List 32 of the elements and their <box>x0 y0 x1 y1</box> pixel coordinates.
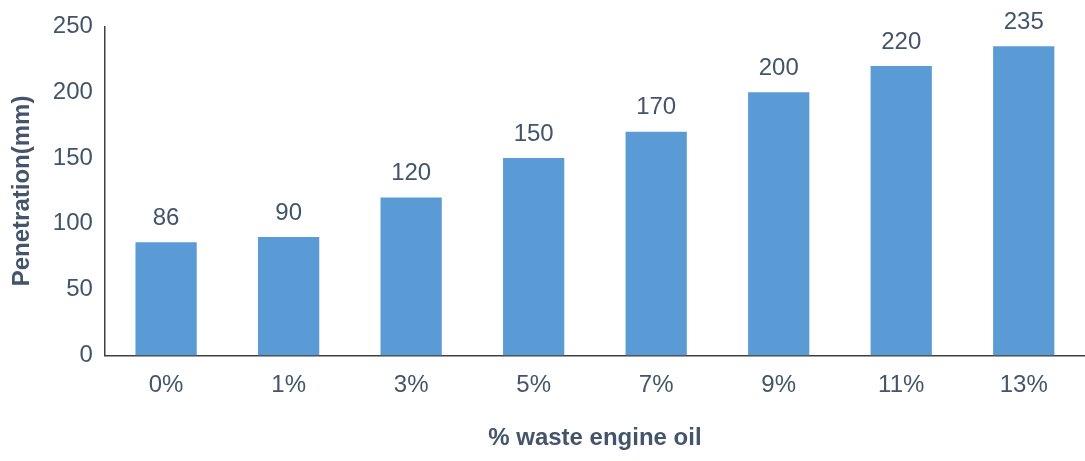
bar <box>380 197 442 356</box>
y-tick-label: 0 <box>79 340 93 368</box>
x-tick-label: 7% <box>638 370 674 398</box>
data-label: 235 <box>1003 6 1044 34</box>
data-label: 200 <box>758 52 799 80</box>
bar <box>625 131 687 356</box>
y-tick-label: 250 <box>52 11 93 39</box>
x-tick-label: 0% <box>148 370 184 398</box>
y-tick-label: 100 <box>52 208 93 236</box>
x-tick-label: 13% <box>999 370 1048 398</box>
data-label: 220 <box>881 26 922 54</box>
bar <box>993 46 1055 356</box>
data-label: 170 <box>636 92 677 120</box>
y-tick-label: 150 <box>52 142 93 170</box>
bar <box>135 242 197 356</box>
bar <box>503 158 565 356</box>
data-label: 120 <box>391 158 432 186</box>
x-tick-label: 5% <box>516 370 552 398</box>
data-label: 150 <box>513 118 554 146</box>
x-tick-label: 9% <box>761 370 797 398</box>
y-tick-label: 200 <box>52 76 93 104</box>
data-label: 86 <box>152 202 180 230</box>
bar <box>257 236 320 356</box>
x-tick-label: 3% <box>393 370 429 398</box>
bar <box>748 92 810 356</box>
y-tick-label: 50 <box>66 274 93 302</box>
x-tick-label: 11% <box>878 370 925 398</box>
x-axis-title: % waste engine oil <box>488 423 702 451</box>
x-tick-label: 1% <box>271 370 306 398</box>
bar <box>870 65 932 356</box>
y-axis-title: Penetration(mm) <box>7 95 35 287</box>
data-label: 90 <box>275 197 302 225</box>
